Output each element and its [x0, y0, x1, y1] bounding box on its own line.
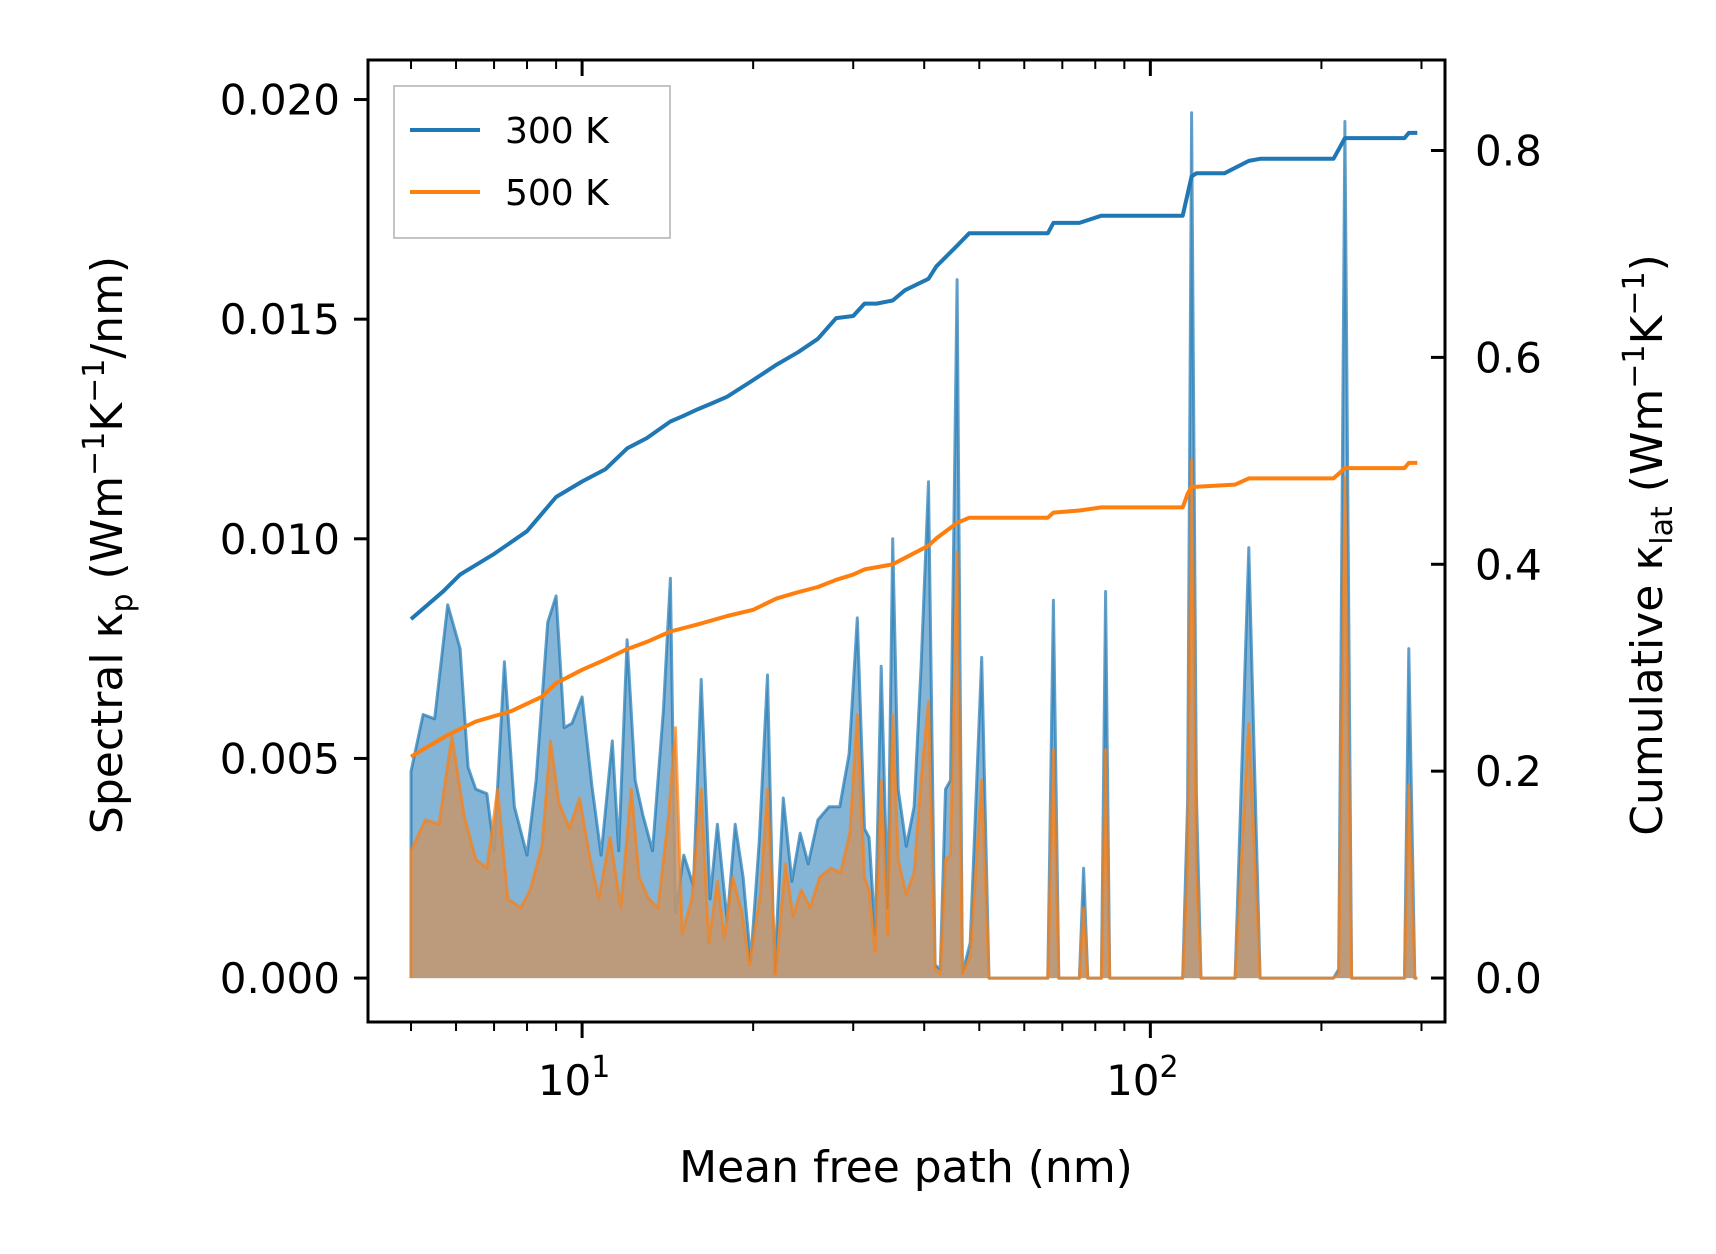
spectral-line-500k: [409, 458, 1418, 980]
y-right-title-sub: lat: [1645, 506, 1680, 545]
y-left-tick-labels: 0.000 0.005 0.010 0.015 0.020: [220, 76, 340, 1004]
legend-label-300k: 300 K: [505, 111, 610, 152]
y-right-tick-label: 0.2: [1475, 747, 1542, 796]
x-tick-label-base: 10: [538, 1056, 591, 1105]
y-right-tick-labels: 0.0 0.2 0.4 0.6 0.8: [1475, 127, 1542, 1004]
y-left-title-suffix: /nm): [82, 256, 133, 359]
y-right-title-prefix: Cumulative κ: [1622, 545, 1673, 836]
cumulative-line-300k: [409, 130, 1418, 621]
y-left-tick-label: 0.000: [220, 954, 340, 1003]
y-left-title-mid2: K: [82, 402, 133, 432]
y-right-tick-label: 0.8: [1475, 127, 1542, 176]
y-right-title-sup2: −1: [1617, 271, 1652, 315]
y-left-title-sub: p: [105, 593, 140, 612]
y-left-tick-label: 0.015: [220, 295, 340, 344]
x-tick-label-exponent: 1: [591, 1050, 610, 1085]
x-tick-label-base: 10: [1106, 1056, 1159, 1105]
y-right-title-sup1: −1: [1617, 344, 1652, 388]
x-axis-title: Mean free path (nm): [679, 1142, 1133, 1193]
x-tick-label-exponent: 2: [1160, 1050, 1179, 1085]
x-tick-label: 101: [538, 1050, 611, 1105]
y-right-title-mid1: (Wm: [1622, 389, 1673, 507]
y-right-tick-label: 0.6: [1475, 333, 1542, 382]
plot-frame: [366, 58, 1447, 1024]
cumulative-line-500k: [409, 460, 1418, 759]
y-left-title-sup2: −1: [77, 359, 112, 403]
plot-area: [409, 111, 1418, 980]
spectral-area-300k: [411, 112, 1418, 979]
y-right-tick-label: 0.0: [1475, 954, 1542, 1003]
x-tick-labels: 101 102: [538, 1050, 1179, 1105]
y-left-tick-label: 0.020: [220, 76, 340, 125]
y-left-tick-label: 0.010: [220, 515, 340, 564]
legend-label-500k: 500 K: [505, 173, 610, 214]
y-right-title-mid2: K: [1622, 314, 1673, 344]
x-tick-label: 102: [1106, 1050, 1179, 1105]
y-right-title-suffix: ): [1622, 254, 1673, 271]
y-left-tick-label: 0.005: [220, 734, 340, 783]
y-left-axis-title: Spectral κp (Wm−1K−1/nm): [77, 256, 140, 834]
y-left-title-mid1: (Wm: [82, 476, 133, 594]
y-left-title-sup1: −1: [77, 432, 112, 476]
y-right-axis-title: Cumulative κlat (Wm−1K−1): [1617, 254, 1680, 836]
legend-box: [393, 85, 671, 239]
legend: 300 K 500 K: [393, 85, 671, 239]
y-left-title-prefix: Spectral κ: [82, 613, 133, 835]
y-right-tick-label: 0.4: [1475, 540, 1542, 589]
axis-ticks: [354, 60, 1445, 1038]
